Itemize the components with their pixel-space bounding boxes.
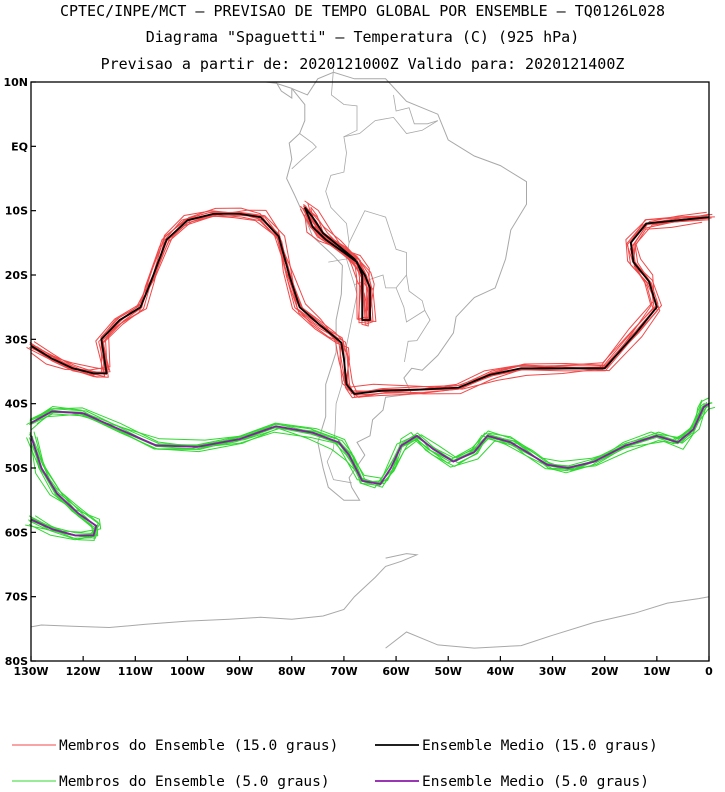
lat-tick-label-1: EQ (11, 140, 28, 153)
ensemble-15-member-4 (29, 215, 715, 398)
coastline-1 (265, 81, 293, 100)
ensemble-5-member-6 (26, 402, 712, 484)
lat-tick-label-7: 60S (5, 526, 28, 539)
coastline-layer (30, 69, 710, 649)
lat-tick-label-4: 30S (5, 333, 28, 346)
ensemble-mean-5-west (30, 435, 98, 537)
lon-tick-label-13: 0 (705, 665, 713, 678)
lat-tick-label-2: 10S (5, 205, 28, 218)
coastline-3 (385, 596, 710, 649)
lon-tick-label-10: 30W (539, 665, 566, 678)
border-5 (291, 133, 317, 170)
ensemble-15-member-7 (32, 212, 705, 395)
ensemble-5-member-5 (31, 404, 710, 486)
lat-tick-label-5: 40S (5, 398, 28, 411)
map-title-line-1: CPTEC/INPE/MCT – PREVISAO DE TEMPO GLOBA… (59, 2, 666, 20)
border-2 (348, 210, 407, 289)
ensemble-5-member-9 (36, 402, 707, 483)
border-4 (404, 310, 431, 362)
lon-tick-label-5: 80W (278, 665, 305, 678)
lon-tick-label-1: 120W (66, 665, 101, 678)
ensemble-mean-5 (30, 402, 710, 485)
lon-tick-label-11: 20W (591, 665, 618, 678)
legend: Membros do Ensemble (15.0 graus) Ensemble… (12, 738, 658, 790)
ensemble-5-member-7 (32, 402, 705, 485)
lat-tick-label-9: 80S (5, 655, 28, 668)
border-6 (330, 69, 358, 138)
map-title-line-3: Previsao a partir de: 2020121000Z Valido… (100, 55, 625, 73)
ensemble-5-west-member-11 (28, 432, 99, 539)
ensemble-5-member-1 (30, 399, 703, 483)
lon-tick-label-9: 40W (487, 665, 514, 678)
lat-tick-label-8: 70S (5, 591, 28, 604)
ensemble-5-member-2 (28, 397, 709, 479)
coastline-0 (286, 71, 527, 501)
ensemble-5-west-member-8 (30, 436, 97, 536)
lat-tick-label-0: 10N (3, 76, 28, 89)
ensemble-mean-15-andes (303, 206, 371, 321)
ensemble-5-member-10 (29, 402, 713, 484)
ensemble-15-member-9 (36, 211, 707, 394)
ensemble-mean-15 (30, 213, 710, 395)
lon-tick-label-2: 110W (118, 665, 153, 678)
coastline-2 (30, 553, 419, 629)
map-title-line-2: Diagrama "Spaguetti" – Temperatura (C) (… (145, 28, 580, 46)
lat-tick-label-6: 50S (5, 462, 28, 475)
legend-label-3: Membros do Ensemble (5.0 graus) (59, 774, 330, 790)
border-1 (325, 116, 439, 259)
lat-tick-label-3: 20S (5, 269, 28, 282)
legend-label-4: Ensemble Medio (5.0 graus) (422, 774, 649, 790)
lon-tick-label-4: 90W (226, 665, 253, 678)
legend-label-2: Ensemble Medio (15.0 graus) (422, 738, 658, 754)
legend-label-1: Membros do Ensemble (15.0 graus) (59, 738, 338, 754)
lon-tick-label-12: 10W (643, 665, 670, 678)
lon-tick-label-6: 70W (330, 665, 357, 678)
ensemble-5-member-3 (33, 403, 707, 485)
lon-tick-label-8: 50W (435, 665, 462, 678)
lon-tick-label-3: 100W (170, 665, 205, 678)
ensemble-members-5-layer (25, 397, 716, 541)
ensemble-5-member-8 (31, 403, 710, 485)
ensemble-5-member-11 (29, 406, 708, 488)
ensemble-mean-layer (30, 206, 710, 537)
border-7 (393, 94, 438, 125)
lon-tick-label-7: 60W (382, 665, 409, 678)
lon-tick-label-0: 130W (13, 665, 48, 678)
map-frame (30, 81, 710, 662)
